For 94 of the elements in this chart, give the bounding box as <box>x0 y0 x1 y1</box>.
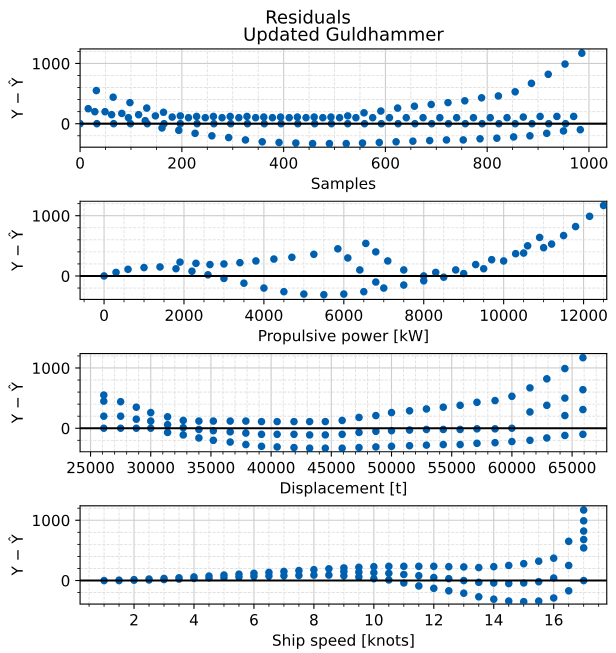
x-tick-label: 8000 <box>405 309 442 322</box>
point <box>572 222 580 230</box>
point <box>472 260 480 268</box>
chart-subtitle: Updated Guldhammer <box>244 26 444 44</box>
x-tick-label: 35000 <box>188 462 234 474</box>
y-tick-label: 0 <box>62 270 70 282</box>
x-tick-label: 600 <box>372 157 399 169</box>
x-tick-label: 4000 <box>245 309 282 322</box>
x-tick-label: 55000 <box>428 462 475 474</box>
x-tick-label: 0 <box>100 309 108 322</box>
x-tick-label: 50000 <box>368 462 415 474</box>
point <box>488 256 496 264</box>
y-tick-label: 1000 <box>33 58 70 70</box>
point <box>240 279 248 288</box>
x-tick-label: 25000 <box>67 462 114 474</box>
y-axis-title: Y − Ŷ <box>8 534 23 576</box>
point <box>512 250 520 258</box>
point <box>288 253 296 262</box>
point <box>560 232 568 240</box>
point <box>536 234 544 242</box>
point <box>220 260 228 268</box>
point <box>520 249 528 257</box>
point <box>452 266 460 274</box>
y-tick-label: 0 <box>62 422 70 434</box>
point <box>400 266 408 274</box>
x-tick-label: 400 <box>270 157 298 169</box>
point <box>300 290 308 298</box>
x-axis-title: Samples <box>312 177 376 192</box>
point <box>340 290 348 298</box>
x-tick-label: 40000 <box>248 462 294 474</box>
x-tick-label: 4 <box>190 614 198 626</box>
x-tick-label: 45000 <box>308 462 355 474</box>
x-tick-label: 12000 <box>560 309 607 322</box>
point <box>372 278 380 286</box>
point <box>372 248 380 256</box>
y-tick-label: 0 <box>62 574 70 587</box>
point <box>176 258 184 266</box>
x-tick-label: 200 <box>168 157 196 169</box>
point <box>480 264 488 273</box>
x-tick-label: 65000 <box>548 462 596 474</box>
x-tick-label: 12 <box>426 614 442 626</box>
point <box>540 244 548 252</box>
point <box>172 264 180 273</box>
x-tick-label: 10 <box>366 614 383 626</box>
y-tick-label: 1000 <box>33 362 70 374</box>
point <box>400 281 408 289</box>
x-tick-label: 8 <box>310 614 318 626</box>
x-tick-label: 2000 <box>166 309 202 322</box>
point <box>206 260 214 268</box>
x-axis-title: Propulsive power [kW] <box>259 330 428 344</box>
point <box>124 266 132 274</box>
point <box>260 284 268 292</box>
point <box>500 257 508 265</box>
point <box>380 284 388 292</box>
point <box>586 212 594 220</box>
point <box>310 250 318 258</box>
point <box>384 257 392 265</box>
x-tick-label: 800 <box>474 157 501 169</box>
point <box>320 290 328 298</box>
y-tick-label: 1000 <box>33 514 70 526</box>
x-tick-label: 0 <box>76 157 84 169</box>
point <box>356 266 364 274</box>
x-tick-label: 10000 <box>481 309 527 322</box>
y-tick-label: 0 <box>62 118 70 130</box>
point <box>140 264 148 272</box>
point <box>236 258 244 267</box>
x-tick-label: 6000 <box>325 309 362 322</box>
point <box>360 288 368 296</box>
point <box>334 245 342 253</box>
point <box>192 260 200 268</box>
y-axis-title: Y − Ŷ <box>8 77 23 119</box>
x-tick-label: 1000 <box>571 157 608 169</box>
y-tick-label: 1000 <box>33 210 70 222</box>
x-axis-title: Ship speed [knots] <box>272 634 414 649</box>
x-tick-label: 16 <box>546 614 562 626</box>
point <box>156 263 164 271</box>
point <box>344 254 352 262</box>
x-tick-label: 60000 <box>488 462 536 474</box>
x-axis-title: Displacement [t] <box>281 482 406 497</box>
x-tick-label: 2 <box>130 614 138 626</box>
y-axis-title: Y − Ŷ <box>8 382 23 424</box>
point <box>188 267 196 275</box>
x-tick-label: 6 <box>250 614 258 626</box>
chart-title: Residuals <box>266 10 350 24</box>
point <box>524 242 532 250</box>
point <box>362 240 370 248</box>
x-tick-label: 30000 <box>128 462 174 474</box>
point <box>252 257 260 265</box>
y-axis-title: Y − Ŷ <box>8 230 23 271</box>
point <box>600 202 607 210</box>
point <box>270 255 278 263</box>
point <box>548 240 556 248</box>
x-tick-label: 14 <box>486 614 503 626</box>
point <box>280 288 288 296</box>
